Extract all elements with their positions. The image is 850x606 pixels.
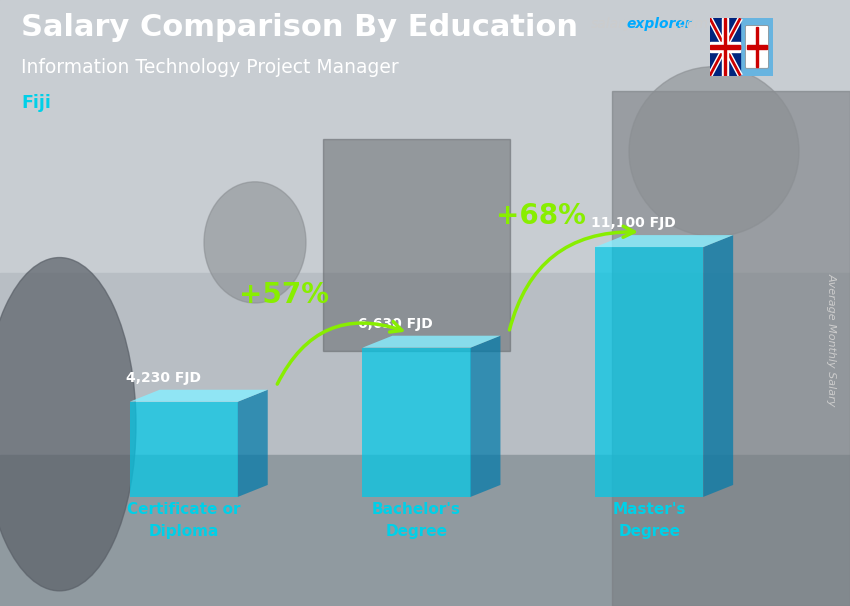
Bar <box>710 43 740 51</box>
Polygon shape <box>595 235 734 247</box>
Bar <box>746 45 767 48</box>
Text: Fiji: Fiji <box>21 94 51 112</box>
Text: Average Monthly Salary: Average Monthly Salary <box>826 273 836 406</box>
Bar <box>0 273 850 454</box>
Text: 4,230 FJD: 4,230 FJD <box>126 371 201 385</box>
Ellipse shape <box>0 258 136 591</box>
Bar <box>362 348 471 497</box>
Text: +68%: +68% <box>496 202 586 230</box>
Bar <box>724 18 726 76</box>
Bar <box>323 139 510 351</box>
Text: salary: salary <box>591 17 633 31</box>
Text: .com: .com <box>674 17 708 31</box>
Text: 11,100 FJD: 11,100 FJD <box>591 216 676 230</box>
Bar <box>710 18 740 76</box>
Polygon shape <box>703 235 734 497</box>
Text: explorer: explorer <box>626 17 692 31</box>
Bar <box>0 454 850 606</box>
Bar <box>722 18 728 76</box>
Ellipse shape <box>204 182 306 303</box>
Bar <box>722 18 728 76</box>
Text: +57%: +57% <box>239 281 328 308</box>
Text: Salary Comparison By Education: Salary Comparison By Education <box>21 13 578 42</box>
Bar <box>710 45 740 49</box>
Bar <box>0 0 850 273</box>
Polygon shape <box>238 390 268 497</box>
Polygon shape <box>471 336 501 497</box>
FancyBboxPatch shape <box>745 25 768 68</box>
Polygon shape <box>362 336 501 348</box>
Text: 6,630 FJD: 6,630 FJD <box>359 317 433 331</box>
Bar <box>741 18 774 76</box>
Ellipse shape <box>629 67 799 236</box>
Bar <box>710 45 740 48</box>
Bar <box>756 27 758 67</box>
Bar <box>130 402 238 497</box>
Bar <box>710 42 740 52</box>
Bar <box>595 247 703 497</box>
Bar <box>723 18 726 76</box>
Bar <box>612 91 850 606</box>
Polygon shape <box>130 390 268 402</box>
Text: Information Technology Project Manager: Information Technology Project Manager <box>21 58 399 76</box>
